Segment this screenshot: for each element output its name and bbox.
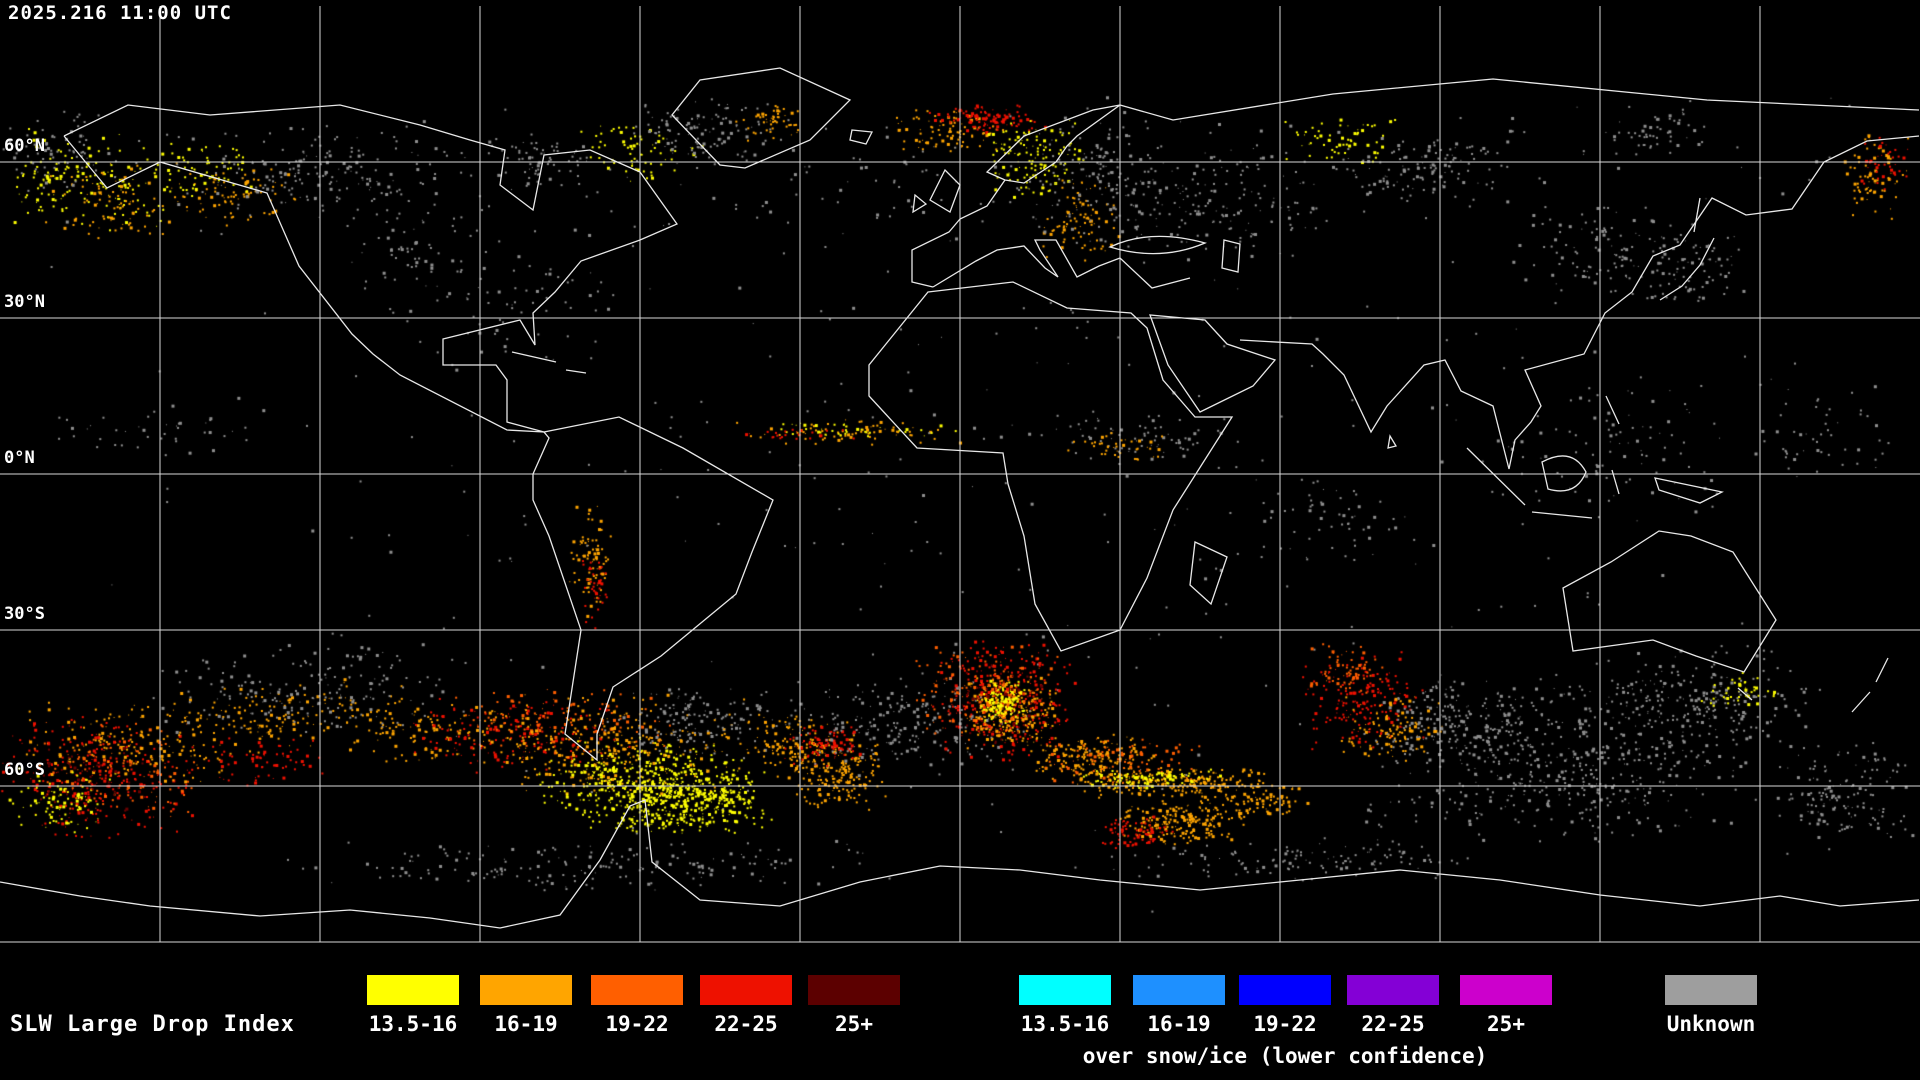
legend-snow-caption: over snow/ice (lower confidence)	[1082, 1044, 1488, 1068]
coastline-borneo	[1541, 455, 1587, 492]
coastline-south-america	[532, 416, 774, 762]
coastline-scandinavia	[985, 104, 1121, 184]
coastline-new-guinea	[1654, 477, 1724, 504]
legend-label-snow-19-22: 19-22	[1253, 1012, 1317, 1036]
timestamp: 2025.216 11:00 UTC	[8, 2, 232, 24]
coastline-cuba	[511, 351, 557, 363]
legend-label-slw-22-25: 22-25	[714, 1012, 778, 1036]
legend-label-slw-19-22: 19-22	[605, 1012, 669, 1036]
legend-swatch-snow-19-22	[1239, 975, 1331, 1005]
lat-label-60s: 60°S	[4, 760, 45, 780]
lat-label-30s: 30°S	[4, 604, 45, 624]
coastline-asia-south-east	[1239, 135, 1920, 470]
legend-swatch-snow-22-25	[1347, 975, 1439, 1005]
lat-label-60n: 60°N	[4, 136, 45, 156]
coastline-greenland	[671, 67, 852, 169]
coastline-hispaniola	[565, 369, 587, 374]
graticule-grid	[0, 6, 1920, 943]
legend-label-slw-16-19: 16-19	[494, 1012, 558, 1036]
legend-swatch-unknown	[1665, 975, 1757, 1005]
coastline-sakhalin	[1693, 197, 1701, 233]
legend-swatch-slw-22-25	[700, 975, 792, 1005]
coastline-black-sea	[1108, 235, 1207, 255]
coastline-new-zealand	[1851, 657, 1889, 713]
coastline-caspian-sea	[1221, 239, 1241, 273]
legend-swatch-slw-13.5-16	[367, 975, 459, 1005]
legend-swatch-snow-25plus	[1460, 975, 1552, 1005]
coastlines	[0, 67, 1920, 929]
coastline-sulawesi	[1611, 469, 1620, 495]
legend-swatch-slw-19-22	[591, 975, 683, 1005]
coastline-philippines	[1605, 395, 1620, 425]
coastline-antarctica	[0, 799, 1920, 929]
coastline-africa	[868, 281, 1234, 652]
lat-label-30n: 30°N	[4, 292, 45, 312]
legend-swatch-snow-13.5-16	[1019, 975, 1111, 1005]
coastline-japan	[1659, 237, 1715, 301]
legend-label-snow-22-25: 22-25	[1361, 1012, 1425, 1036]
legend-title: SLW Large Drop Index	[10, 1012, 295, 1037]
coastline-tasmania	[1737, 687, 1753, 701]
legend-swatch-slw-25plus	[808, 975, 900, 1005]
legend-label-snow-13.5-16: 13.5-16	[1020, 1012, 1110, 1036]
legend-swatch-snow-16-19	[1133, 975, 1225, 1005]
legend-label-snow-25plus: 25+	[1487, 1012, 1525, 1036]
coastline-sri-lanka	[1387, 434, 1398, 449]
coastline-australia	[1562, 530, 1777, 673]
coastline-europe-west	[911, 179, 1006, 288]
coastline-north-america	[63, 104, 678, 433]
legend-label-snow-16-19: 16-19	[1147, 1012, 1211, 1036]
coastline-madagascar	[1189, 541, 1228, 606]
coastline-asia-arctic	[1119, 78, 1920, 121]
legend-label-unknown: Unknown	[1666, 1012, 1756, 1036]
coastline-java	[1531, 511, 1593, 519]
coastline-sumatra	[1466, 447, 1526, 506]
lat-label-0n: 0°N	[4, 448, 35, 468]
legend-label-slw-25plus: 25+	[835, 1012, 873, 1036]
coastline-mediterranean	[932, 239, 1191, 289]
legend-label-slw-13.5-16: 13.5-16	[368, 1012, 458, 1036]
coastline-arabia	[1149, 314, 1277, 413]
coastline-britain	[929, 168, 961, 213]
legend-swatch-slw-16-19	[480, 975, 572, 1005]
coastline-iceland	[849, 129, 874, 145]
coastline-ireland	[912, 193, 928, 214]
